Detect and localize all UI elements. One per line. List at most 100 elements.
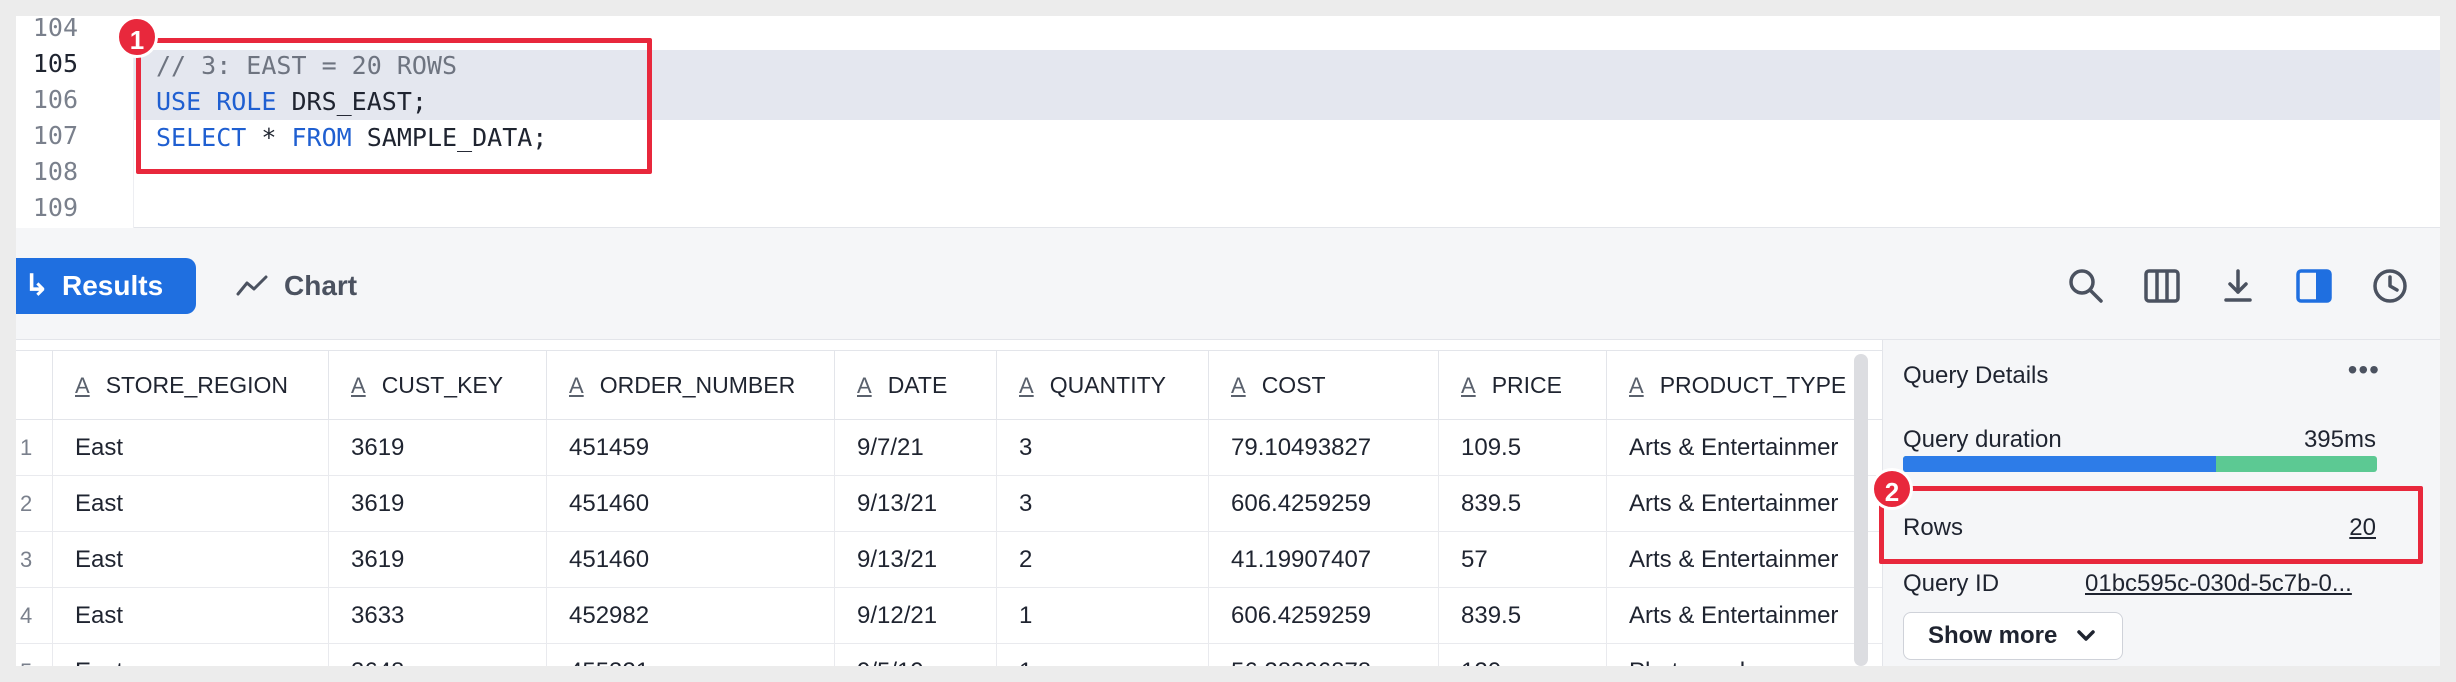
column-header-cust-key[interactable]: A CUST_KEY — [328, 351, 546, 419]
chevron-down-icon — [2077, 630, 2095, 641]
rows-count-link[interactable]: 20 — [2349, 514, 2376, 541]
table-row[interactable]: 4 East 3633 452982 9/12/21 1 606.4259259 839.5 A… — [16, 588, 1896, 644]
text-type-icon: A — [1231, 373, 1246, 398]
code-line-105[interactable]: // 3: EAST = 20 ROWS — [156, 48, 457, 84]
table-row[interactable]: 3 East 3619 451460 9/13/21 2 41.19907407 57 Arts… — [16, 532, 1896, 588]
line-chart-icon — [236, 275, 268, 296]
duration-bar — [1903, 456, 2377, 472]
column-header-label: STORE_REGION — [105, 372, 289, 398]
table-cell[interactable]: 3 — [996, 476, 1208, 532]
query-id-label: Query ID — [1903, 570, 2000, 597]
query-id-link[interactable]: 01bc595c-030d-5c7b-0... — [2085, 570, 2352, 597]
line-number: 104 — [32, 16, 78, 42]
annotation-badge-2: 2 — [1871, 468, 1913, 510]
table-cell[interactable]: East — [52, 532, 328, 588]
text-type-icon: A — [75, 373, 90, 398]
line-number: 105 — [32, 49, 78, 78]
table-cell[interactable]: 3648 — [328, 644, 546, 666]
table-cell[interactable]: East — [52, 476, 328, 532]
column-header-quantity[interactable]: A QUANTITY — [996, 351, 1208, 419]
return-arrow-icon: ↳ — [24, 269, 50, 302]
table-cell[interactable]: 56.28306878 — [1208, 644, 1438, 666]
code-text: DRS_EAST; — [276, 87, 427, 116]
table-cell[interactable]: 1 — [996, 588, 1208, 644]
table-cell[interactable]: Arts & Entertainmer — [1606, 588, 1856, 644]
annotation-box-query — [136, 38, 652, 174]
column-header-label: CUST_KEY — [381, 372, 504, 398]
column-header-store-region[interactable]: A STORE_REGION — [52, 351, 328, 419]
column-header-price[interactable]: A PRICE — [1438, 351, 1606, 419]
table-cell[interactable]: 839.5 — [1438, 588, 1606, 644]
table-cell[interactable]: East — [52, 420, 328, 476]
panel-toggle-icon[interactable] — [2294, 266, 2334, 306]
table-cell[interactable]: 2 — [996, 532, 1208, 588]
table-row[interactable]: 2 East 3619 451460 9/13/21 3 606.4259259 839.5 A… — [16, 476, 1896, 532]
table-cell[interactable]: Arts & Entertainmer — [1606, 476, 1856, 532]
line-gutter: 104 105 106 107 108 109 — [16, 16, 134, 228]
table-cell[interactable]: Arts & Entertainmer — [1606, 420, 1856, 476]
results-toolbar: ↳ Results Chart — [16, 228, 2440, 340]
table-cell[interactable]: 109.5 — [1438, 420, 1606, 476]
text-type-icon: A — [1629, 373, 1644, 398]
table-cell[interactable]: 57 — [1438, 532, 1606, 588]
code-line-107[interactable]: SELECT * FROM SAMPLE_DATA; — [156, 120, 547, 156]
table-cell[interactable]: 451460 — [546, 476, 834, 532]
table-cell[interactable]: Arts & Entertainmer — [1606, 532, 1856, 588]
table-cell[interactable]: 3633 — [328, 588, 546, 644]
vertical-scrollbar[interactable] — [1854, 354, 1868, 666]
table-cell[interactable]: 9/7/21 — [834, 420, 996, 476]
table-cell[interactable]: 120 — [1438, 644, 1606, 666]
table-cell[interactable]: 9/12/21 — [834, 588, 996, 644]
column-header-order-number[interactable]: A ORDER_NUMBER — [546, 351, 834, 419]
table-cell[interactable]: 3619 — [328, 420, 546, 476]
rows-label: Rows — [1903, 514, 1964, 541]
code-comment: // 3: EAST = 20 ROWS — [156, 51, 458, 80]
table-cell[interactable]: 839.5 — [1438, 476, 1606, 532]
column-header-product-type[interactable]: A PRODUCT_TYPE — [1606, 351, 1856, 419]
text-type-icon: A — [351, 373, 366, 398]
table-cell[interactable]: Photography — [1606, 644, 1856, 666]
row-number: 5 — [16, 644, 52, 666]
table-row[interactable]: 5East36484553219/5/19156.28306878120Phot… — [16, 644, 1896, 666]
history-icon[interactable] — [2370, 266, 2410, 306]
table-cell[interactable]: 3 — [996, 420, 1208, 476]
table-cell[interactable]: East — [52, 644, 328, 666]
table-cell[interactable]: 455321 — [546, 644, 834, 666]
sql-editor[interactable]: 104 105 106 107 108 109 // 3: EAST = 20 … — [16, 16, 2440, 228]
download-icon[interactable] — [2218, 266, 2258, 306]
columns-icon[interactable] — [2142, 266, 2182, 306]
table-cell[interactable]: 606.4259259 — [1208, 588, 1438, 644]
column-header-label: DATE — [887, 372, 948, 398]
chart-tab-button[interactable]: Chart — [236, 258, 357, 314]
table-row[interactable]: 1 East 3619 451459 9/7/21 3 79.10493827 109.5 Ar… — [16, 420, 1896, 476]
row-number: 2 — [20, 491, 33, 516]
code-keyword: FROM — [291, 123, 352, 152]
table-cell[interactable]: 9/13/21 — [834, 476, 996, 532]
table-cell[interactable]: 452982 — [546, 588, 834, 644]
search-icon[interactable] — [2066, 266, 2106, 306]
code-line-106[interactable]: USE ROLE DRS_EAST; — [156, 84, 427, 120]
show-more-button[interactable]: Show more — [1903, 612, 2123, 660]
table-cell[interactable]: 79.10493827 — [1208, 420, 1438, 476]
more-options-icon[interactable]: ••• — [2347, 354, 2380, 385]
table-cell[interactable]: 606.4259259 — [1208, 476, 1438, 532]
table-cell[interactable]: 41.19907407 — [1208, 532, 1438, 588]
query-details-panel: Query Details ••• Query duration 395ms R… — [1871, 340, 2440, 666]
column-header-date[interactable]: A DATE — [834, 351, 996, 419]
table-cell[interactable]: 1 — [996, 644, 1208, 666]
results-tab-button[interactable]: ↳ Results — [16, 258, 196, 314]
table-cell[interactable]: 3619 — [328, 532, 546, 588]
table-cell[interactable]: 451460 — [546, 532, 834, 588]
table-cell[interactable]: East — [52, 588, 328, 644]
table-cell[interactable]: 9/13/21 — [834, 532, 996, 588]
chart-tab-label: Chart — [284, 270, 358, 301]
row-number: 4 — [20, 603, 33, 628]
table-cell[interactable]: 451459 — [546, 420, 834, 476]
table-cell[interactable]: 3619 — [328, 476, 546, 532]
table-cell[interactable]: 9/5/19 — [834, 644, 996, 666]
column-header-cost[interactable]: A COST — [1208, 351, 1438, 419]
code-text: SAMPLE_DATA; — [351, 123, 548, 152]
code-keyword: SELECT — [156, 123, 247, 152]
code-keyword: USE ROLE — [156, 87, 277, 116]
